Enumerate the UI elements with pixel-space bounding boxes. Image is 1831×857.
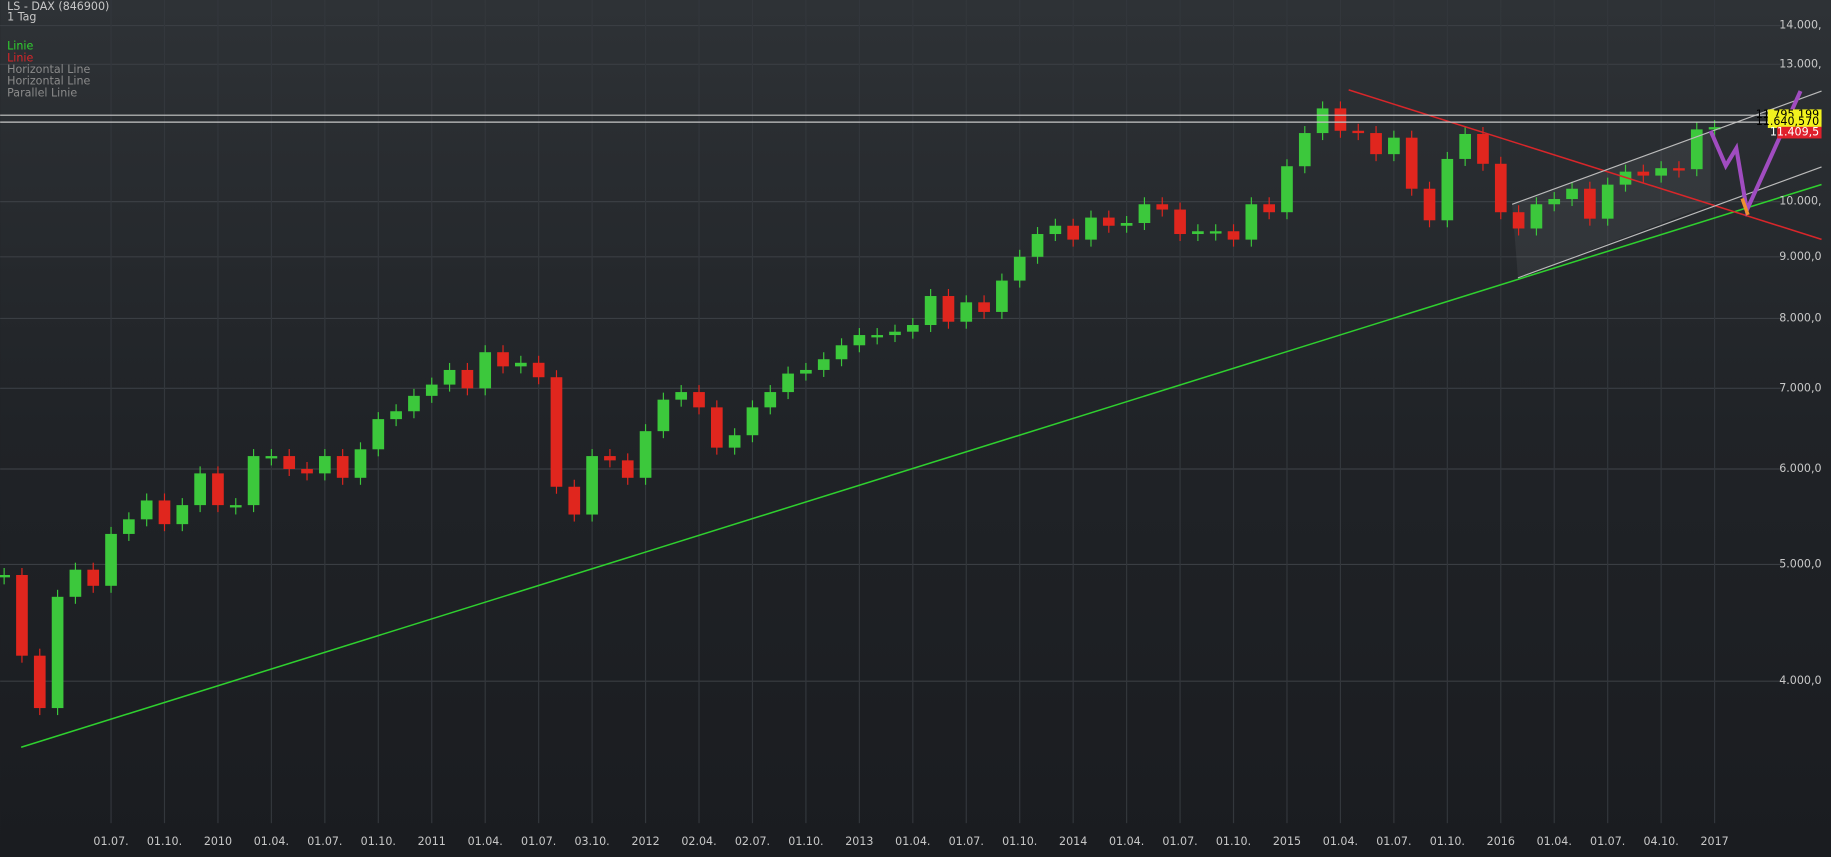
x-tick-label: 02.04. — [681, 835, 716, 848]
legend-entry: Horizontal Line — [7, 75, 90, 88]
channel-lower — [1517, 166, 1822, 279]
x-tick-label: 01.07. — [521, 835, 556, 848]
x-tick-label: 01.07. — [1162, 835, 1197, 848]
x-tick-label: 01.10. — [1002, 835, 1037, 848]
y-tick-label: 9.000,0 — [1779, 250, 1821, 263]
x-tick-label: 01.10. — [1430, 835, 1465, 848]
y-tick-label: 8.000,0 — [1779, 311, 1821, 324]
price-badge — [1767, 109, 1822, 122]
x-tick-label: 01.04. — [1323, 835, 1358, 848]
candle — [0, 575, 10, 578]
x-tick-label: 2017 — [1700, 835, 1728, 848]
green-trend-line — [20, 183, 1822, 748]
x-tick-label: 01.04. — [468, 835, 503, 848]
last-price-badge — [1777, 126, 1822, 139]
legend-entry: Parallel Linie — [7, 86, 77, 99]
overlay: 4.000,0 5.000,0 6.000,0 7.000,0 8.000,0 9.000… — [0, 19, 1822, 848]
candles — [0, 101, 1721, 716]
x-tick-label: 01.07. — [307, 835, 342, 848]
x-tick-label: 01.10. — [147, 835, 182, 848]
x-tick-label: 2010 — [204, 835, 232, 848]
x-tick-label: 01.10. — [1216, 835, 1251, 848]
x-tick-label: 2015 — [1273, 835, 1301, 848]
last-price-label: 11.409,5 — [1770, 126, 1819, 139]
price-badge-label: 11.640,570 — [1756, 115, 1819, 128]
x-tick-label: 01.07. — [1376, 835, 1411, 848]
x-tick-label: 2016 — [1487, 835, 1515, 848]
x-tick-label: 2012 — [631, 835, 659, 848]
y-tick-label: 5.000,0 — [1779, 557, 1821, 570]
x-tick-label: 2013 — [845, 835, 873, 848]
x-tick-label: 01.07. — [93, 835, 128, 848]
legend-entry: Linie — [7, 51, 33, 64]
x-tick-label: 01.04. — [1537, 835, 1572, 848]
x-tick-label: 01.07. — [1590, 835, 1625, 848]
x-tick-label: 01.10. — [361, 835, 396, 848]
x-tick-label: 01.04. — [254, 835, 289, 848]
x-tick-label: 01.10. — [788, 835, 823, 848]
chart-title: LS - DAX (846900) — [7, 0, 109, 13]
y-tick-label: 7.000,0 — [1779, 381, 1821, 394]
x-tick-label: 2014 — [1059, 835, 1087, 848]
y-tick-label: 6.000,0 — [1779, 462, 1821, 475]
grid — [0, 0, 1781, 824]
price-badge — [1767, 116, 1822, 128]
x-tick-label: 02.07. — [735, 835, 770, 848]
chart-subtitle: 1 Tag — [7, 11, 36, 24]
y-tick-label: 13.000, — [1779, 57, 1821, 70]
projection-mark — [1740, 197, 1750, 216]
x-tick-label: 01.04. — [895, 835, 930, 848]
y-tick-label: 14.000, — [1779, 19, 1821, 32]
x-tick-label: 04.10. — [1644, 835, 1679, 848]
x-tick-label: 2011 — [418, 835, 446, 848]
legend-entry: Horizontal Line — [7, 63, 90, 76]
x-tick-label: 03.10. — [574, 835, 609, 848]
x-tick-label: 01.07. — [949, 835, 984, 848]
projection-path — [1708, 90, 1803, 218]
x-tick-label: 01.04. — [1109, 835, 1144, 848]
y-tick-label: 4.000,0 — [1779, 674, 1821, 687]
legend-entry: Linie — [7, 40, 33, 53]
y-tick-label: 10.000, — [1779, 195, 1821, 208]
